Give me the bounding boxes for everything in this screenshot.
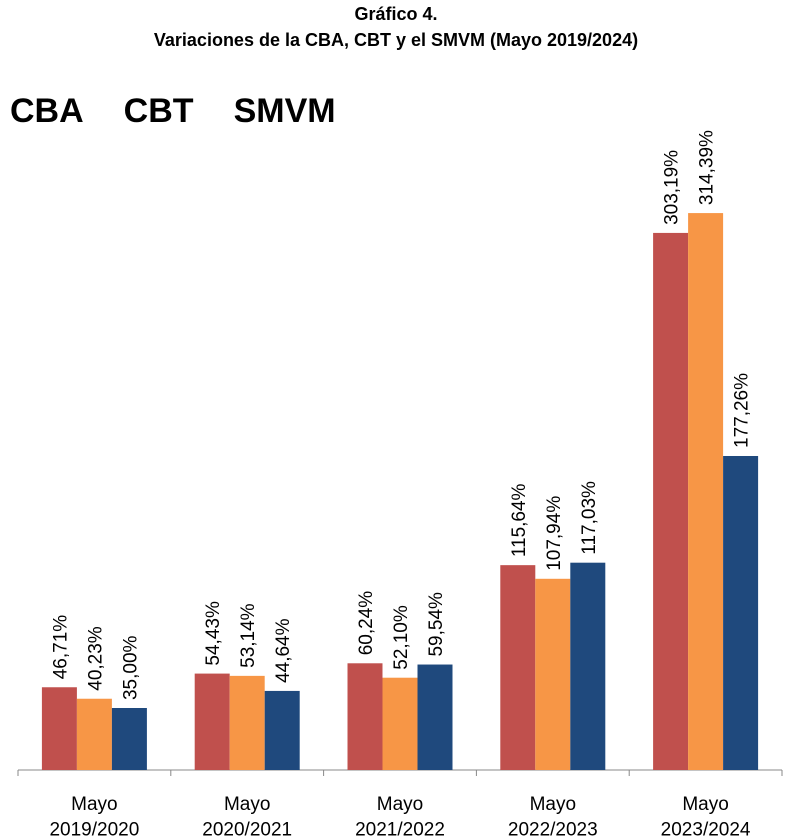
data-label: 54,43% (203, 601, 224, 666)
legend-label: CBT (124, 92, 194, 130)
x-tick-label: Mayo 2021/2022 (355, 794, 445, 837)
bar (653, 232, 689, 770)
bar (382, 677, 418, 770)
data-label: 53,14% (238, 603, 259, 668)
data-label: 177,26% (732, 373, 753, 448)
data-label: 35,00% (120, 635, 141, 700)
bar (688, 213, 724, 770)
data-label: 44,64% (273, 618, 294, 683)
bar (264, 690, 300, 770)
bar (194, 673, 230, 770)
legend-label: CBA (10, 92, 84, 130)
bar (417, 664, 453, 770)
bar (500, 565, 536, 770)
chart-subtitle: Variaciones de la CBA, CBT y el SMVM (Ma… (154, 30, 638, 50)
bar (41, 687, 77, 770)
data-label: 46,71% (50, 615, 71, 680)
bar (229, 675, 265, 770)
data-label: 59,54% (426, 592, 447, 657)
data-label: 107,94% (544, 496, 565, 571)
chart-title: Gráfico 4. (354, 4, 437, 24)
x-tick-label: Mayo 2022/2023 (508, 794, 598, 837)
legend-label: SMVM (234, 92, 336, 130)
bar (76, 698, 112, 770)
x-tick-label: Mayo 2020/2021 (202, 794, 292, 837)
x-tick-label: Mayo 2019/2020 (49, 794, 139, 837)
data-label: 40,23% (85, 626, 106, 691)
data-label: 314,39% (697, 130, 718, 205)
data-label: 303,19% (662, 150, 683, 225)
bar (535, 578, 571, 770)
bar (347, 663, 383, 770)
data-label: 115,64% (509, 483, 530, 557)
x-tick-label: Mayo 2023/2024 (661, 794, 751, 837)
bar (570, 562, 606, 770)
data-label: 117,03% (579, 481, 600, 555)
data-label: 60,24% (356, 591, 377, 656)
data-label: 52,10% (391, 605, 412, 670)
bar (111, 708, 147, 770)
bar (723, 455, 759, 770)
